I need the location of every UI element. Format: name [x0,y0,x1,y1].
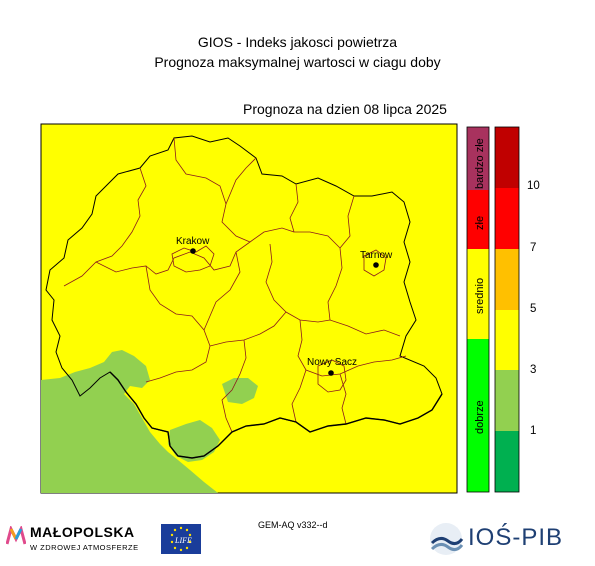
index-scale-frame [494,126,520,493]
index-tick-3: 3 [530,364,537,376]
malopolska-logo: MAŁOPOLSKA W ZDROWEJ ATMOSFERZE [6,522,146,558]
category-label-bad: złe [474,216,486,230]
city-krakow: Krakow [176,236,210,254]
index-tick-10: 10 [527,180,540,192]
index-band-1-3 [495,370,519,431]
good-area-southwest [41,350,218,493]
malopolska-name: MAŁOPOLSKA [30,524,135,540]
category-segment-good [467,339,489,492]
category-segment-bad [467,190,489,249]
city-label: Krakow [176,236,210,247]
eu-stars-icon: LIFE [170,526,192,552]
malopolska-mark-icon [6,526,26,545]
city-marker-dot [373,262,379,268]
city-marker-dot [328,370,334,376]
category-bar-frame [466,126,490,493]
city-tarnow: Tarnow [360,250,393,268]
index-scale-bar [494,126,520,493]
city-marker-dot [190,248,196,254]
category-segment-very-bad [467,127,489,190]
county-borders [63,137,407,433]
index-band-7-10 [495,188,519,249]
index-band-0-1 [495,431,519,492]
life-logo-text: LIFE [174,536,192,545]
city-label: Nowy Sacz [307,357,357,368]
index-tick-1: 1 [530,425,537,437]
map-title: GIOS - Indeks jakosci powietrza [197,34,398,50]
index-band-5-7 [495,249,519,310]
index-band-10-plus [495,127,519,188]
good-area-central-south [222,378,258,404]
eu-life-logo: LIFE [161,524,201,554]
index-band-3-5 [495,310,519,370]
forecast-date: Prognoza na dzien 08 lipca 2025 [243,101,447,117]
category-label-moderate: srednio [474,278,486,314]
city-nowy-sacz: Nowy Sacz [307,357,357,376]
ios-pib-name: IOŚ-PIB [468,524,564,551]
category-bar: bardzo złe złe srednio dobrze [466,126,490,493]
national-border [109,371,443,459]
model-version: GEM-AQ v332--d [258,520,328,530]
map-subtitle: Prognoza maksymalnej wartosci w ciagu do… [154,54,441,70]
index-tick-5: 5 [530,303,537,315]
ios-pib-mark-icon [430,523,464,555]
good-area-south [168,420,220,462]
category-label-good: dobrze [474,400,486,434]
malopolska-tagline: W ZDROWEJ ATMOSFERZE [30,543,139,552]
index-tick-7: 7 [530,242,537,254]
city-label: Tarnow [360,250,393,261]
ios-pib-logo: IOŚ-PIB [428,519,568,559]
category-label-very-bad: bardzo złe [474,138,486,189]
category-segment-moderate [467,249,489,339]
